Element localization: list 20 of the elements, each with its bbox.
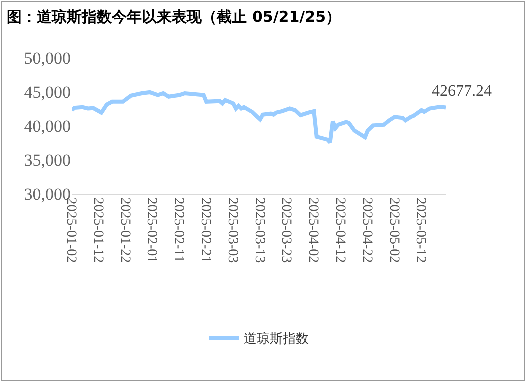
x-tick-label: 2025-03-13 [252,198,267,264]
x-tick-label: 2025-01-12 [90,198,106,264]
x-tick-label: 2025-03-03 [224,198,240,264]
y-tick-label: 35,000 [24,150,71,170]
x-tick-label: 2025-04-02 [306,198,321,264]
x-tick-label: 2025-05-02 [386,198,402,264]
x-tick-label: 2025-04-22 [359,198,374,264]
x-tick-label: 2025-04-12 [332,198,348,264]
x-tick-label: 2025-02-01 [144,198,160,264]
legend-label: 道琼斯指数 [244,331,309,348]
x-tick-label: 2025-03-23 [278,198,294,264]
x-tick-label: 2025-02-11 [171,198,186,263]
chart-title: 图：道琼斯指数今年以来表现（截止 05/21/25） [7,8,342,26]
x-tick-label: 2025-05-12 [413,198,428,264]
y-tick-label: 40,000 [24,116,71,136]
x-tick-label: 2025-01-22 [117,198,132,264]
y-tick-label: 45,000 [24,82,71,102]
x-tick-label: 2025-02-21 [198,198,213,264]
annotation: 42677.24 [432,83,492,100]
y-tick-label: 50,000 [24,48,71,68]
